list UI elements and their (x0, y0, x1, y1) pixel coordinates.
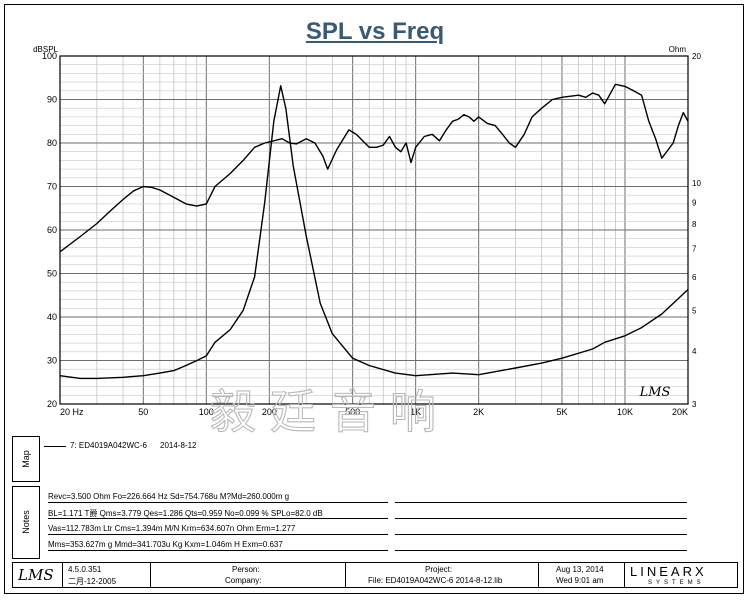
note-underline (395, 502, 687, 503)
plot-border (59, 55, 689, 405)
y-tick-label: 100 (42, 51, 57, 61)
footer-bar (12, 562, 738, 588)
project-label: Project: (425, 565, 453, 574)
legend-entry: 7: ED4019A042WC-6 (70, 441, 147, 450)
y-tick-label: 70 (47, 182, 57, 192)
notes-label: Notes (21, 510, 31, 534)
note-underline (48, 534, 388, 535)
print-date: Aug 13, 2014 (556, 565, 604, 574)
legend-line (44, 446, 66, 447)
x-tick-label: 200 (262, 407, 277, 417)
x-tick-label: 2K (473, 407, 484, 417)
footer-divider (62, 562, 63, 588)
note-line-3: Vas=112.783m Ltr Cms=1.394m M/N Krm=634.… (48, 524, 296, 533)
y-tick-label: 40 (47, 312, 57, 322)
footer-divider (150, 562, 151, 588)
note-line-1: Revc=3.500 Ohm Fo=226.664 Hz Sd=754.768u… (48, 492, 290, 501)
note-line-2: BL=1.171 T爵 Qms=3.779 Qes=1.286 Qts=0.95… (48, 509, 323, 518)
right-tick-label: 6 (692, 273, 697, 282)
version-number: 4.5.0.351 (68, 565, 102, 574)
right-tick-label: 8 (692, 220, 697, 229)
footer-divider (624, 562, 625, 588)
version-date: 二月-12-2005 (68, 577, 117, 586)
right-tick-label: 7 (692, 245, 697, 254)
note-line-4: Mms=353.627m g Mmd=341.703u Kg Kxm=1.046… (48, 540, 283, 549)
window-frame (4, 4, 744, 594)
y-tick-label: 90 (47, 95, 57, 105)
y-tick-label: 80 (47, 138, 57, 148)
y-tick-label: 50 (47, 269, 57, 279)
x-tick-label: 5K (556, 407, 567, 417)
x-tick-label: 100 (199, 407, 214, 417)
watermark-text: 毅廷音响 (210, 385, 450, 439)
x-tick-label: 20K (672, 407, 688, 417)
footer-divider (538, 562, 539, 588)
note-underline (395, 534, 687, 535)
right-tick-label: 3 (692, 400, 697, 409)
note-underline (395, 550, 687, 551)
y-tick-label: 60 (47, 225, 57, 235)
x-tick-label: 10K (617, 407, 633, 417)
footer-logo: LMS (18, 566, 54, 584)
notes-side-tab: Notes (12, 486, 40, 559)
impedance-curve (59, 85, 689, 380)
x-tick-label: 1K (410, 407, 421, 417)
person-label: Person: (232, 565, 260, 574)
left-axis-unit: dBSPL (33, 45, 58, 54)
right-tick-label: 10 (692, 179, 701, 188)
legend-date: 2014-8-12 (160, 441, 197, 450)
right-axis-unit: Ohm (669, 45, 687, 54)
y-tick-label: 30 (47, 356, 57, 366)
chart-title: SPL vs Freq (305, 18, 445, 45)
x-tick-label: 20 Hz (60, 407, 84, 417)
footer-divider (345, 562, 346, 588)
note-underline (395, 518, 687, 519)
brand-name: LINEARX (630, 564, 707, 579)
x-tick-label: 50 (138, 407, 148, 417)
right-tick-label: 4 (692, 347, 697, 356)
print-time: Wed 9:01 am (556, 576, 604, 585)
brand-subtitle: SYSTEMS (648, 580, 705, 586)
map-label: Map (21, 450, 31, 468)
project-file: File: ED4019A042WC-6 2014-8-12.lib (368, 576, 503, 585)
note-underline (48, 550, 388, 551)
note-underline (48, 502, 388, 503)
company-label: Company: (225, 576, 262, 585)
y-tick-label: 20 (47, 399, 57, 409)
note-underline (48, 518, 388, 519)
right-tick-label: 20 (692, 52, 701, 61)
right-tick-label: 5 (692, 306, 697, 315)
x-tick-label: 500 (345, 407, 360, 417)
spl-curve (59, 83, 689, 253)
map-side-tab: Map (12, 436, 40, 482)
right-tick-label: 9 (692, 198, 697, 207)
plot-logo: LMS (639, 385, 671, 400)
